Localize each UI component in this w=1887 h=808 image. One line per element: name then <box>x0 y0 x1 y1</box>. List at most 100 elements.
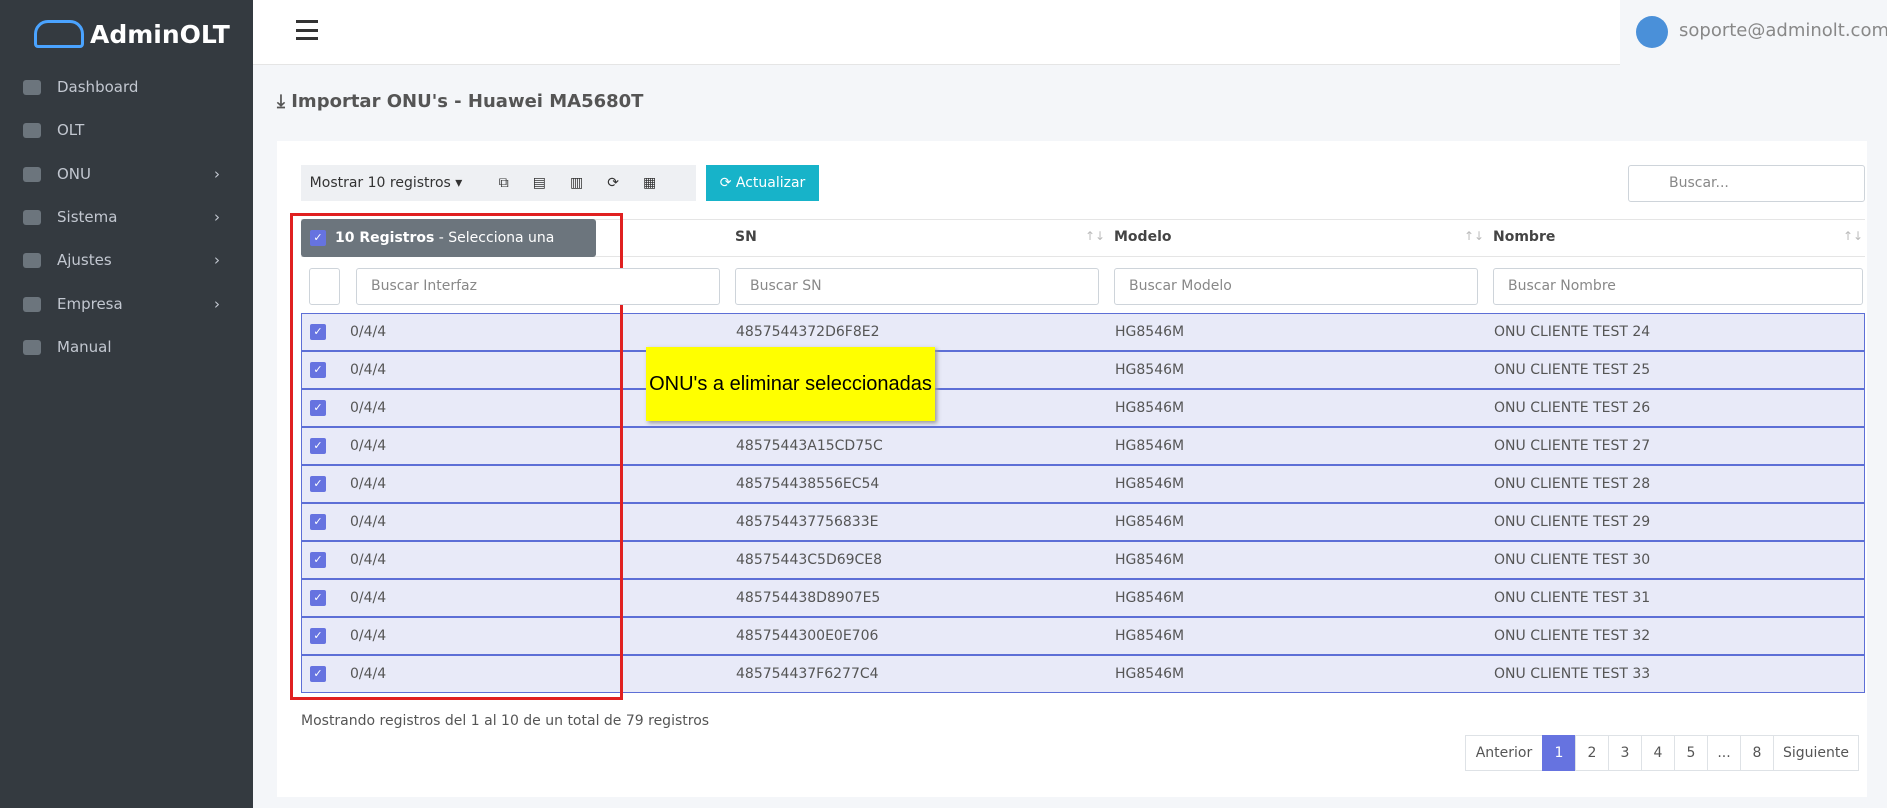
row-checkbox[interactable]: ✓ <box>310 324 326 340</box>
page-button[interactable]: 8 <box>1740 735 1774 771</box>
table-row[interactable]: ✓ 0/4/4 4857544372D6F8E2 HG8546M ONU CLIENTE… <box>301 313 1865 351</box>
sort-icon: ↑↓ <box>1085 229 1106 243</box>
menu-icon <box>23 253 41 269</box>
menu-toggle[interactable] <box>296 20 318 40</box>
sidebar: AdminOLT Dashboard OLT ONU › Sistema › Ajustes… <box>0 0 253 808</box>
table-cell: HG8546M <box>1115 514 1185 530</box>
column-filter[interactable]: Buscar Interfaz <box>356 268 720 305</box>
table-row[interactable]: ✓ 0/4/4 48575443C5D69CE8 HG8546M ONU CLIENTE… <box>301 541 1865 579</box>
length-menu[interactable]: Mostrar 10 registros ▾ <box>301 165 471 201</box>
table-row[interactable]: ✓ 0/4/4 485754437F6277C4 HG8546M ONU CLIENTE… <box>301 655 1865 693</box>
row-checkbox[interactable]: ✓ <box>310 514 326 530</box>
row-checkbox[interactable]: ✓ <box>310 400 326 416</box>
table-cell: 0/4/4 <box>350 324 387 340</box>
submenu-arrow: › <box>214 294 220 313</box>
column-header[interactable]: Nombre <box>1493 229 1556 245</box>
table-cell: HG8546M <box>1115 400 1185 416</box>
table-cell: ONU CLIENTE TEST 33 <box>1494 666 1651 682</box>
menu-item[interactable]: Sistema <box>57 207 118 226</box>
row-checkbox[interactable]: ✓ <box>310 438 326 454</box>
table-cell: 0/4/4 <box>350 590 387 606</box>
table-row[interactable]: ✓ 0/4/4 485754438D8907E5 HG8546M ONU CLIENTE… <box>301 579 1865 617</box>
table-cell: ONU CLIENTE TEST 31 <box>1494 590 1651 606</box>
table-cell: ONU CLIENTE TEST 25 <box>1494 362 1651 378</box>
table-cell: 0/4/4 <box>350 476 387 492</box>
column-filter[interactable]: Buscar Modelo <box>1114 268 1478 305</box>
table-row[interactable]: ✓ 0/4/4 HG8546M ONU CLIENTE TEST 26 <box>301 389 1865 427</box>
page-button[interactable]: 5 <box>1674 735 1708 771</box>
table-cell: 485754438D8907E5 <box>736 590 881 606</box>
table-cell: 0/4/4 <box>350 362 387 378</box>
menu-icon <box>23 80 41 95</box>
table-row[interactable]: ✓ 0/4/4 HG8546M ONU CLIENTE TEST 25 <box>301 351 1865 389</box>
page-button[interactable]: 2 <box>1575 735 1609 771</box>
page-button[interactable]: Siguiente <box>1773 735 1859 771</box>
menu-item[interactable]: OLT <box>57 121 85 140</box>
menu-icon <box>23 339 41 355</box>
annotation: ONU's a eliminar seleccionadas <box>646 347 935 421</box>
menu-item[interactable]: ONU <box>57 164 92 183</box>
page-button[interactable]: ... <box>1707 735 1741 771</box>
row-checkbox[interactable]: ✓ <box>310 628 326 644</box>
menu-icon <box>23 209 41 225</box>
table-row[interactable]: ✓ 0/4/4 4857544300E0E706 HG8546M ONU CLIENTE… <box>301 617 1865 655</box>
sort-icon: ↑↓ <box>1843 229 1864 243</box>
user-email[interactable]: soporte@adminolt.com <box>1679 20 1887 41</box>
table-header <box>301 219 1865 257</box>
page-button[interactable]: Anterior <box>1465 735 1543 771</box>
column-header[interactable]: SN <box>735 229 757 245</box>
table-cell: ONU CLIENTE TEST 26 <box>1494 400 1651 416</box>
table-cell: ONU CLIENTE TEST 30 <box>1494 552 1651 568</box>
table-cell: ONU CLIENTE TEST 29 <box>1494 514 1651 530</box>
table-row[interactable]: ✓ 0/4/4 485754437756833E HG8546M ONU CLIENTE… <box>301 503 1865 541</box>
search-input[interactable]: Buscar... <box>1628 165 1865 202</box>
row-checkbox[interactable]: ✓ <box>310 362 326 378</box>
refresh-button[interactable]: ⟳ Actualizar <box>706 165 819 201</box>
column-filter[interactable]: Buscar SN <box>735 268 1099 305</box>
page-button[interactable]: 3 <box>1608 735 1642 771</box>
table-cell: 0/4/4 <box>350 514 387 530</box>
filter-checkbox <box>309 268 340 305</box>
page-button[interactable]: 1 <box>1542 735 1576 771</box>
menu-icon <box>23 166 41 182</box>
column-filter[interactable]: Buscar Nombre <box>1493 268 1863 305</box>
table-cell: 485754437F6277C4 <box>736 666 879 682</box>
menu-icon <box>23 123 41 139</box>
table-row[interactable]: ✓ 0/4/4 485754438556EC54 HG8546M ONU CLIENTE… <box>301 465 1865 503</box>
table-row[interactable]: ✓ 0/4/4 48575443A15CD75C HG8546M ONU CLIENTE… <box>301 427 1865 465</box>
table-cell: ONU CLIENTE TEST 28 <box>1494 476 1651 492</box>
menu-item[interactable]: Ajustes <box>57 251 112 270</box>
row-checkbox[interactable]: ✓ <box>310 590 326 606</box>
table-info: Mostrando registros del 1 al 10 de un to… <box>301 713 710 729</box>
submenu-arrow: › <box>214 207 220 226</box>
title-text: Importar ONU's - Huawei MA5680T <box>291 91 644 112</box>
table-cell: 4857544372D6F8E2 <box>736 324 880 340</box>
table-cell: 485754438556EC54 <box>736 476 880 492</box>
table-cell: HG8546M <box>1115 666 1185 682</box>
length-label: Mostrar 10 registros <box>309 175 451 191</box>
table-cell: ONU CLIENTE TEST 27 <box>1494 438 1651 454</box>
table-cell: HG8546M <box>1115 362 1185 378</box>
menu-item[interactable]: Manual <box>57 337 112 356</box>
menu-item[interactable]: Dashboard <box>57 78 139 96</box>
menu-item[interactable]: Empresa <box>57 294 123 313</box>
table-cell: 4857544300E0E706 <box>736 628 879 644</box>
table-cell: 0/4/4 <box>350 438 387 454</box>
row-checkbox[interactable]: ✓ <box>310 552 326 568</box>
page-button[interactable]: 4 <box>1641 735 1675 771</box>
column-header[interactable]: Modelo <box>1114 229 1172 245</box>
table-cell: HG8546M <box>1115 552 1185 568</box>
table-cell: 485754437756833E <box>736 514 879 530</box>
select-all[interactable]: ✓ <box>310 230 326 246</box>
table-cell: HG8546M <box>1115 628 1185 644</box>
table-cell: 0/4/4 <box>350 552 387 568</box>
table-cell: HG8546M <box>1115 590 1185 606</box>
refresh-label: Actualizar <box>735 175 806 191</box>
export-buttons[interactable]: ⧉▤▥⟳▦ <box>471 165 696 201</box>
table-cell: HG8546M <box>1115 438 1185 454</box>
brand-logo <box>34 20 84 48</box>
row-checkbox[interactable]: ✓ <box>310 666 326 682</box>
row-checkbox[interactable]: ✓ <box>310 476 326 492</box>
highlight-box <box>290 213 623 700</box>
